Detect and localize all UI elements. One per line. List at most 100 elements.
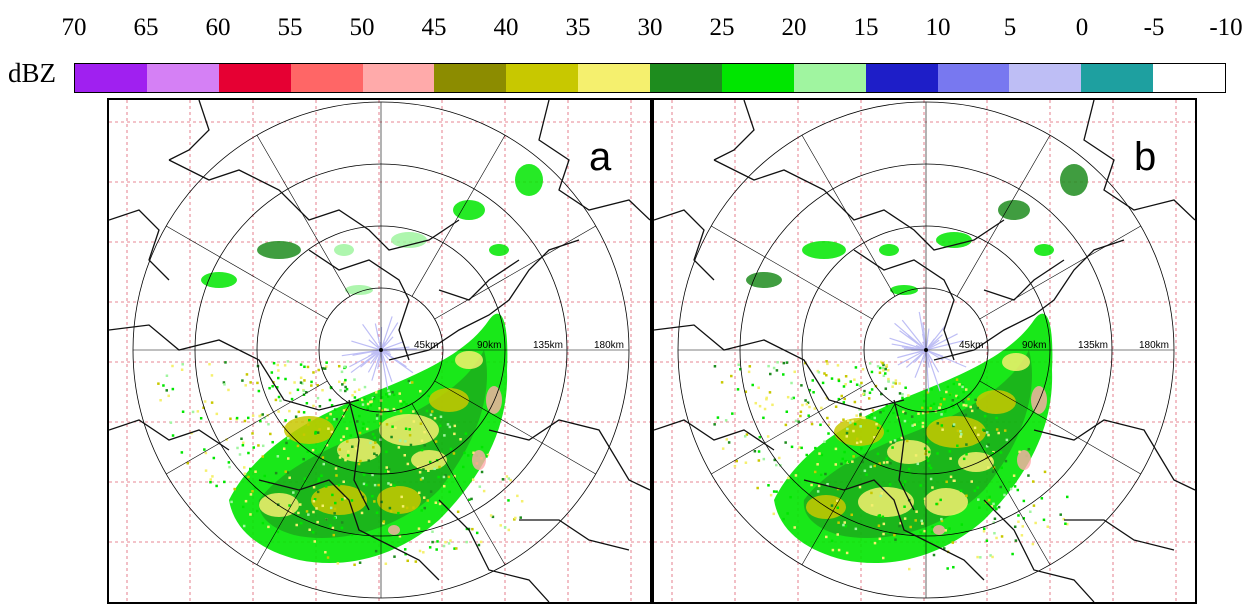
echo-pixel bbox=[985, 444, 989, 448]
echo-pixel bbox=[965, 443, 968, 446]
echo-pixel bbox=[910, 415, 914, 418]
echo-pixel bbox=[513, 518, 516, 521]
echo-pixel bbox=[988, 495, 991, 499]
echo-pixel bbox=[350, 499, 354, 502]
echo-pixel bbox=[242, 524, 246, 528]
echo-pixel bbox=[992, 521, 996, 524]
echo-pixel bbox=[960, 523, 964, 526]
echo-pixel bbox=[334, 467, 338, 470]
echo-pixel bbox=[449, 539, 452, 542]
echo-pixel bbox=[860, 381, 863, 385]
azimuth-line bbox=[411, 403, 506, 565]
echo-pixel bbox=[362, 473, 366, 477]
echo-pixel bbox=[307, 513, 310, 516]
echo-pixel bbox=[277, 376, 280, 380]
echo-pixel bbox=[480, 470, 484, 474]
echo-pixel bbox=[799, 414, 802, 418]
echo-pixel bbox=[939, 498, 942, 502]
azimuth-line bbox=[711, 380, 873, 475]
clutter-ray bbox=[380, 340, 405, 351]
echo-pixel bbox=[945, 390, 948, 394]
echo-pixel bbox=[843, 450, 846, 454]
echo-pixel bbox=[913, 423, 916, 426]
echo-cell bbox=[388, 525, 400, 535]
echo-pixel bbox=[772, 366, 776, 370]
echo-pixel bbox=[374, 390, 378, 394]
echo-pixel bbox=[346, 454, 350, 457]
echo-pixel bbox=[901, 392, 904, 396]
echo-pixel bbox=[447, 475, 451, 479]
echo-pixel bbox=[844, 459, 847, 463]
echo-pixel bbox=[1004, 459, 1008, 463]
echo-pixel bbox=[1062, 517, 1066, 521]
ring-label-90km: 90km bbox=[1022, 340, 1047, 351]
echo-pixel bbox=[786, 395, 790, 399]
echo-pixel bbox=[362, 422, 365, 426]
echo-pixel bbox=[328, 398, 332, 402]
echo-pixel bbox=[720, 381, 724, 384]
azimuth-line bbox=[956, 135, 1051, 297]
echo-pixel bbox=[433, 467, 436, 471]
radar-panel-b: b 45km 90km 135km 180km bbox=[652, 98, 1197, 604]
echo-pixel bbox=[282, 447, 286, 450]
echo-pixel bbox=[425, 409, 429, 413]
echo-pixel bbox=[1016, 488, 1020, 492]
echo-pixel bbox=[772, 512, 776, 516]
echo-pixel bbox=[877, 514, 881, 518]
echo-pixel bbox=[321, 456, 325, 459]
radar-panel-a: a 45km 90km 135km 180km bbox=[107, 98, 652, 604]
echo-pixel bbox=[359, 459, 362, 463]
colorbar-tick-label: 65 bbox=[133, 14, 159, 41]
echo-pixel bbox=[453, 547, 456, 550]
echo-pixel bbox=[209, 478, 212, 481]
echo-pixel bbox=[825, 535, 828, 539]
colorbar-tick-label: 70 bbox=[61, 14, 87, 41]
echo-pixel bbox=[465, 540, 468, 544]
echo-pixel bbox=[249, 467, 252, 471]
echo-pixel bbox=[414, 560, 418, 563]
echo-pixel bbox=[851, 419, 854, 423]
echo-pixel bbox=[970, 480, 974, 483]
echo-pixel bbox=[375, 417, 379, 420]
echo-pixel bbox=[318, 405, 322, 408]
echo-pixel bbox=[848, 421, 852, 424]
echo-pixel bbox=[321, 388, 324, 392]
echo-pixel bbox=[297, 410, 301, 414]
echo-pixel bbox=[892, 411, 895, 415]
echo-cell bbox=[334, 244, 354, 256]
echo-cell bbox=[1017, 450, 1031, 470]
echo-pixel bbox=[400, 403, 403, 406]
echo-pixel bbox=[439, 415, 443, 419]
echo-pixel bbox=[344, 385, 347, 389]
echo-pixel bbox=[255, 509, 259, 513]
clutter-ray bbox=[374, 323, 382, 351]
echo-pixel bbox=[1022, 499, 1026, 503]
echo-cell bbox=[515, 164, 543, 196]
boundary-line bbox=[488, 419, 650, 491]
azimuth-line bbox=[434, 225, 596, 320]
echo-pixel bbox=[430, 410, 434, 413]
echo-pixel bbox=[338, 380, 341, 384]
echo-pixel bbox=[931, 486, 934, 489]
echo-pixel bbox=[772, 490, 776, 493]
echo-pixel bbox=[405, 506, 409, 510]
echo-pixel bbox=[946, 385, 950, 389]
echo-pixel bbox=[223, 480, 226, 484]
echo-pixel bbox=[373, 500, 376, 503]
echo-pixel bbox=[284, 419, 287, 422]
echo-pixel bbox=[903, 480, 907, 483]
echo-pixel bbox=[830, 539, 834, 543]
echo-pixel bbox=[444, 474, 447, 477]
echo-pixel bbox=[784, 423, 788, 427]
echo-pixel bbox=[276, 363, 280, 367]
echo-pixel bbox=[448, 425, 452, 429]
echo-pixel bbox=[882, 374, 886, 378]
echo-pixel bbox=[452, 452, 456, 455]
echo-pixel bbox=[418, 471, 422, 474]
echo-pixel bbox=[397, 511, 400, 515]
echo-pixel bbox=[399, 399, 402, 403]
echo-pixel bbox=[735, 459, 738, 463]
echo-pixel bbox=[818, 452, 821, 455]
echo-pixel bbox=[241, 505, 245, 509]
echo-pixel bbox=[952, 423, 956, 426]
